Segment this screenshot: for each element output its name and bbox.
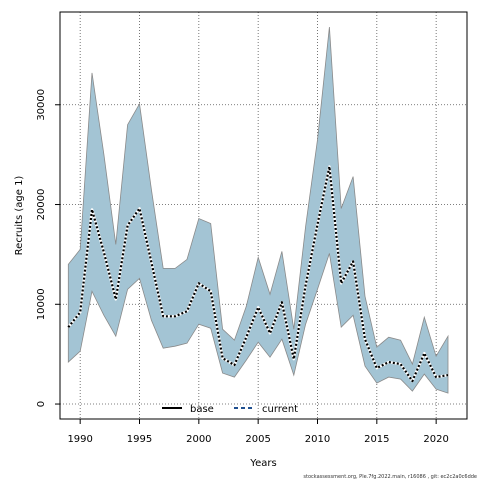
y-axis-title: Recruits (age 1) [14, 176, 25, 256]
x-tick-label-5: 2015 [364, 434, 389, 445]
x-tick-label-2: 2000 [186, 434, 211, 445]
x-tick-label-3: 2005 [245, 434, 270, 445]
legend-label-base: base [190, 404, 214, 415]
legend-label-current: current [262, 404, 298, 415]
series-line-current [67, 165, 449, 383]
y-axis-ticks: 0 10000 20000 30000 [36, 89, 60, 407]
series-lines [67, 165, 449, 383]
x-tick-label-4: 2010 [305, 434, 330, 445]
x-axis-title: Years [249, 458, 276, 469]
y-tick-label-1: 10000 [36, 288, 47, 320]
plot-frame [59, 11, 468, 420]
footer-credit: stockassessment.org, Ple.7fg.2022.main, … [303, 474, 477, 480]
x-tick-label-1: 1995 [127, 434, 152, 445]
confidence-band [67, 26, 449, 394]
y-tick-label-3: 30000 [36, 89, 47, 121]
x-tick-label-0: 1990 [67, 434, 92, 445]
y-tick-label-2: 20000 [36, 189, 47, 221]
confidence-band-area [67, 26, 449, 394]
x-axis-ticks: 1990 1995 2000 2005 2010 2015 2020 [67, 419, 449, 445]
y-tick-label-0: 0 [36, 401, 47, 407]
x-tick-label-6: 2020 [423, 434, 448, 445]
legend: base current [162, 404, 298, 415]
